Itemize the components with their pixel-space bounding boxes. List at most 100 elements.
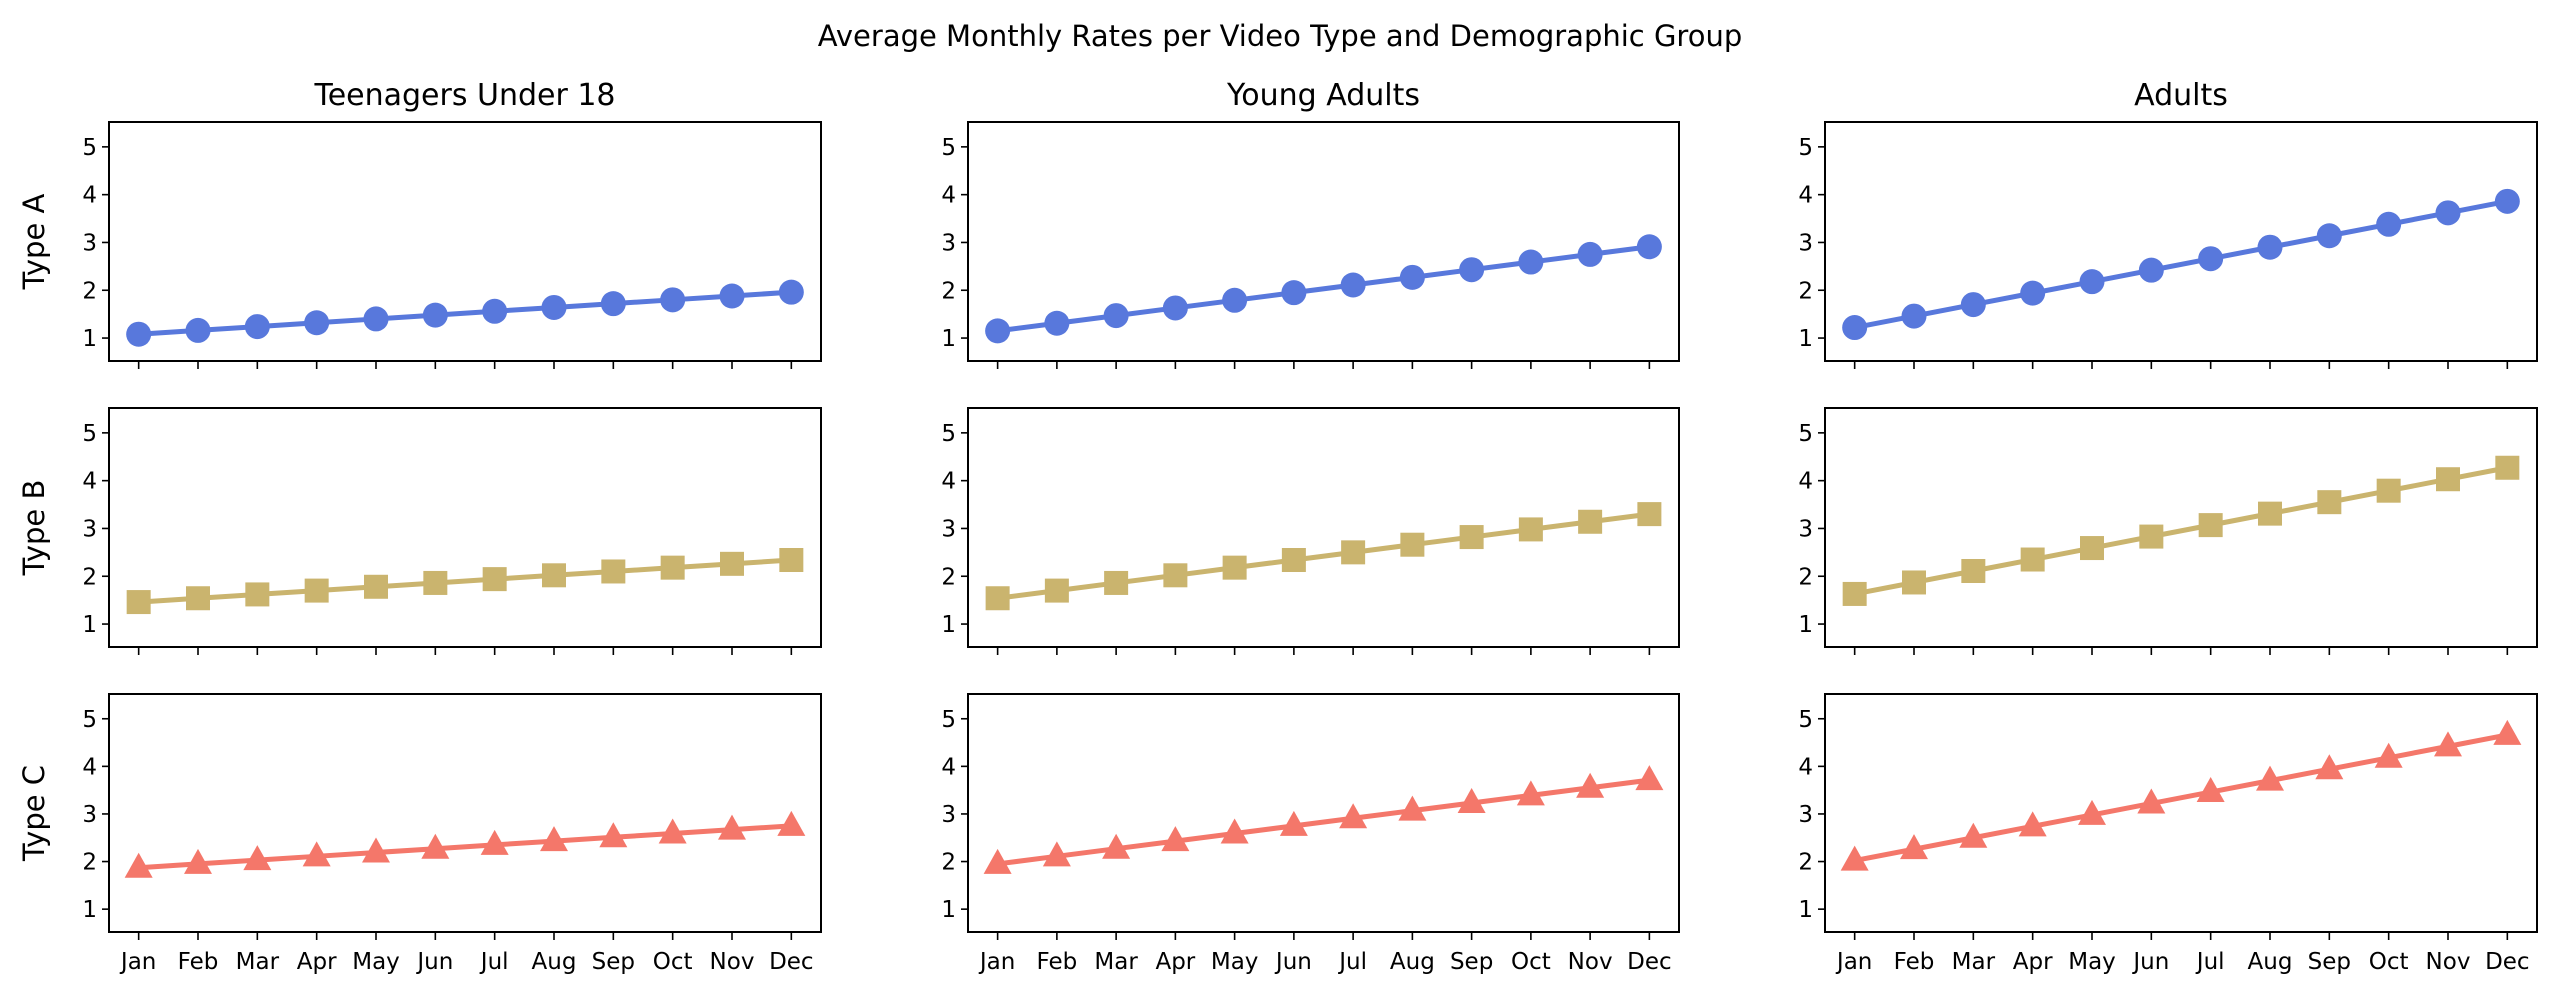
x-tick-label: Feb: [1894, 949, 1935, 975]
data-point: [1281, 280, 1307, 306]
y-tick-label: 4: [941, 469, 956, 495]
y-tick-label: 5: [82, 135, 97, 161]
data-point: [1900, 834, 1928, 860]
data-point: [542, 563, 566, 588]
data-point: [185, 317, 211, 343]
y-tick-label: 2: [1798, 564, 1813, 590]
x-tick-label: Jan: [1835, 949, 1872, 975]
y-tick-label: 3: [82, 230, 97, 256]
subplot-panel: 1 2 3 4 5 Jan Feb Mar Apr May Jun Jul Aug Sep Oct Nov De…: [941, 693, 1680, 975]
chart-title: Average Monthly Rates per Video Type and…: [818, 19, 1743, 53]
axes-frame: [108, 693, 822, 933]
series-line: [1854, 732, 2508, 864]
y-tick-label: 5: [941, 707, 956, 733]
data-point: [1162, 295, 1188, 321]
y-tick-label: 2: [82, 564, 97, 590]
y-tick-label: 1: [82, 612, 97, 638]
data-point: [2018, 811, 2047, 837]
data-point: [540, 826, 568, 852]
x-tick-label: Jul: [479, 949, 509, 975]
data-point: [124, 852, 153, 878]
data-point: [2493, 719, 2522, 745]
x-tick-label: Nov: [2426, 949, 2471, 975]
subplot-panel: 1 2 3 4 5: [941, 121, 1680, 369]
data-point: [1576, 772, 1605, 798]
data-point: [2315, 754, 2344, 780]
subplot-panel: 1 2 3 4 5: [1798, 407, 2538, 655]
subplot-panel: 1 2 3 4 5: [1798, 121, 2538, 369]
data-point: [1840, 845, 1869, 871]
data-point: [184, 848, 212, 874]
data-point: [1637, 502, 1662, 527]
x-tick-label: Jan: [119, 949, 156, 975]
series-line: [1854, 198, 2508, 330]
data-point: [1459, 257, 1485, 283]
data-point: [1161, 826, 1190, 852]
data-point: [1518, 249, 1544, 275]
y-tick-label: 4: [1798, 183, 1813, 209]
y-tick-label: 2: [941, 564, 956, 590]
x-tick-label: Jul: [1337, 949, 1367, 975]
column-title: Teenagers Under 18: [313, 78, 615, 113]
y-tick-label: 4: [82, 183, 97, 209]
axes-frame: [967, 121, 1680, 362]
x-tick-label: Jun: [415, 949, 453, 975]
data-point: [1518, 517, 1543, 542]
data-point: [719, 283, 745, 309]
series-line: [138, 823, 792, 871]
data-point: [2137, 788, 2166, 814]
data-point: [2257, 234, 2283, 260]
data-point: [718, 814, 746, 840]
data-point: [1398, 795, 1427, 821]
data-point: [2374, 742, 2403, 768]
data-point: [1339, 803, 1368, 829]
axes-frame: [108, 121, 822, 362]
x-tick-label: Apr: [2013, 949, 2053, 975]
data-point: [1044, 578, 1069, 603]
subplot-panel: 1 2 3 4 5: [941, 407, 1680, 655]
data-point: [1044, 310, 1070, 336]
row-label: Type C: [17, 765, 51, 862]
data-point: [2317, 490, 2342, 515]
data-point: [1341, 540, 1366, 565]
data-point: [1400, 532, 1425, 557]
data-point: [2078, 799, 2106, 825]
y-tick-label: 1: [82, 326, 97, 352]
data-point: [2435, 200, 2461, 226]
y-tick-label: 5: [941, 135, 956, 161]
data-point: [302, 841, 331, 867]
data-point: [1842, 581, 1867, 606]
axes-frame: [1824, 693, 2538, 933]
y-tick-label: 1: [941, 612, 956, 638]
x-tick-label: May: [2068, 949, 2116, 975]
data-point: [2080, 536, 2104, 561]
series-line: [997, 777, 1650, 867]
x-tick-label: Jul: [2195, 949, 2225, 975]
y-tick-label: 5: [941, 421, 956, 447]
y-tick-label: 3: [941, 802, 956, 828]
x-tick-label: Jun: [2131, 949, 2169, 975]
series-line: [997, 244, 1650, 334]
y-tick-label: 3: [941, 516, 956, 542]
x-tick-label: Oct: [2369, 949, 2409, 975]
y-tick-label: 3: [82, 516, 97, 542]
x-tick-label: Apr: [1155, 949, 1195, 975]
y-tick-label: 2: [82, 850, 97, 876]
data-point: [658, 818, 687, 844]
y-tick-label: 1: [941, 897, 956, 923]
y-tick-label: 2: [1798, 278, 1813, 304]
data-point: [1578, 509, 1603, 534]
data-point: [362, 837, 390, 863]
y-tick-label: 2: [941, 850, 956, 876]
x-tick-label: Sep: [2308, 949, 2351, 975]
data-point: [1901, 303, 1927, 329]
data-point: [601, 559, 626, 584]
data-point: [1959, 822, 1988, 848]
y-tick-label: 2: [82, 278, 97, 304]
x-tick-label: Nov: [1568, 949, 1613, 975]
data-point: [186, 586, 210, 611]
data-point: [1960, 292, 1986, 318]
x-tick-label: Dec: [769, 949, 814, 975]
data-point: [421, 833, 450, 859]
